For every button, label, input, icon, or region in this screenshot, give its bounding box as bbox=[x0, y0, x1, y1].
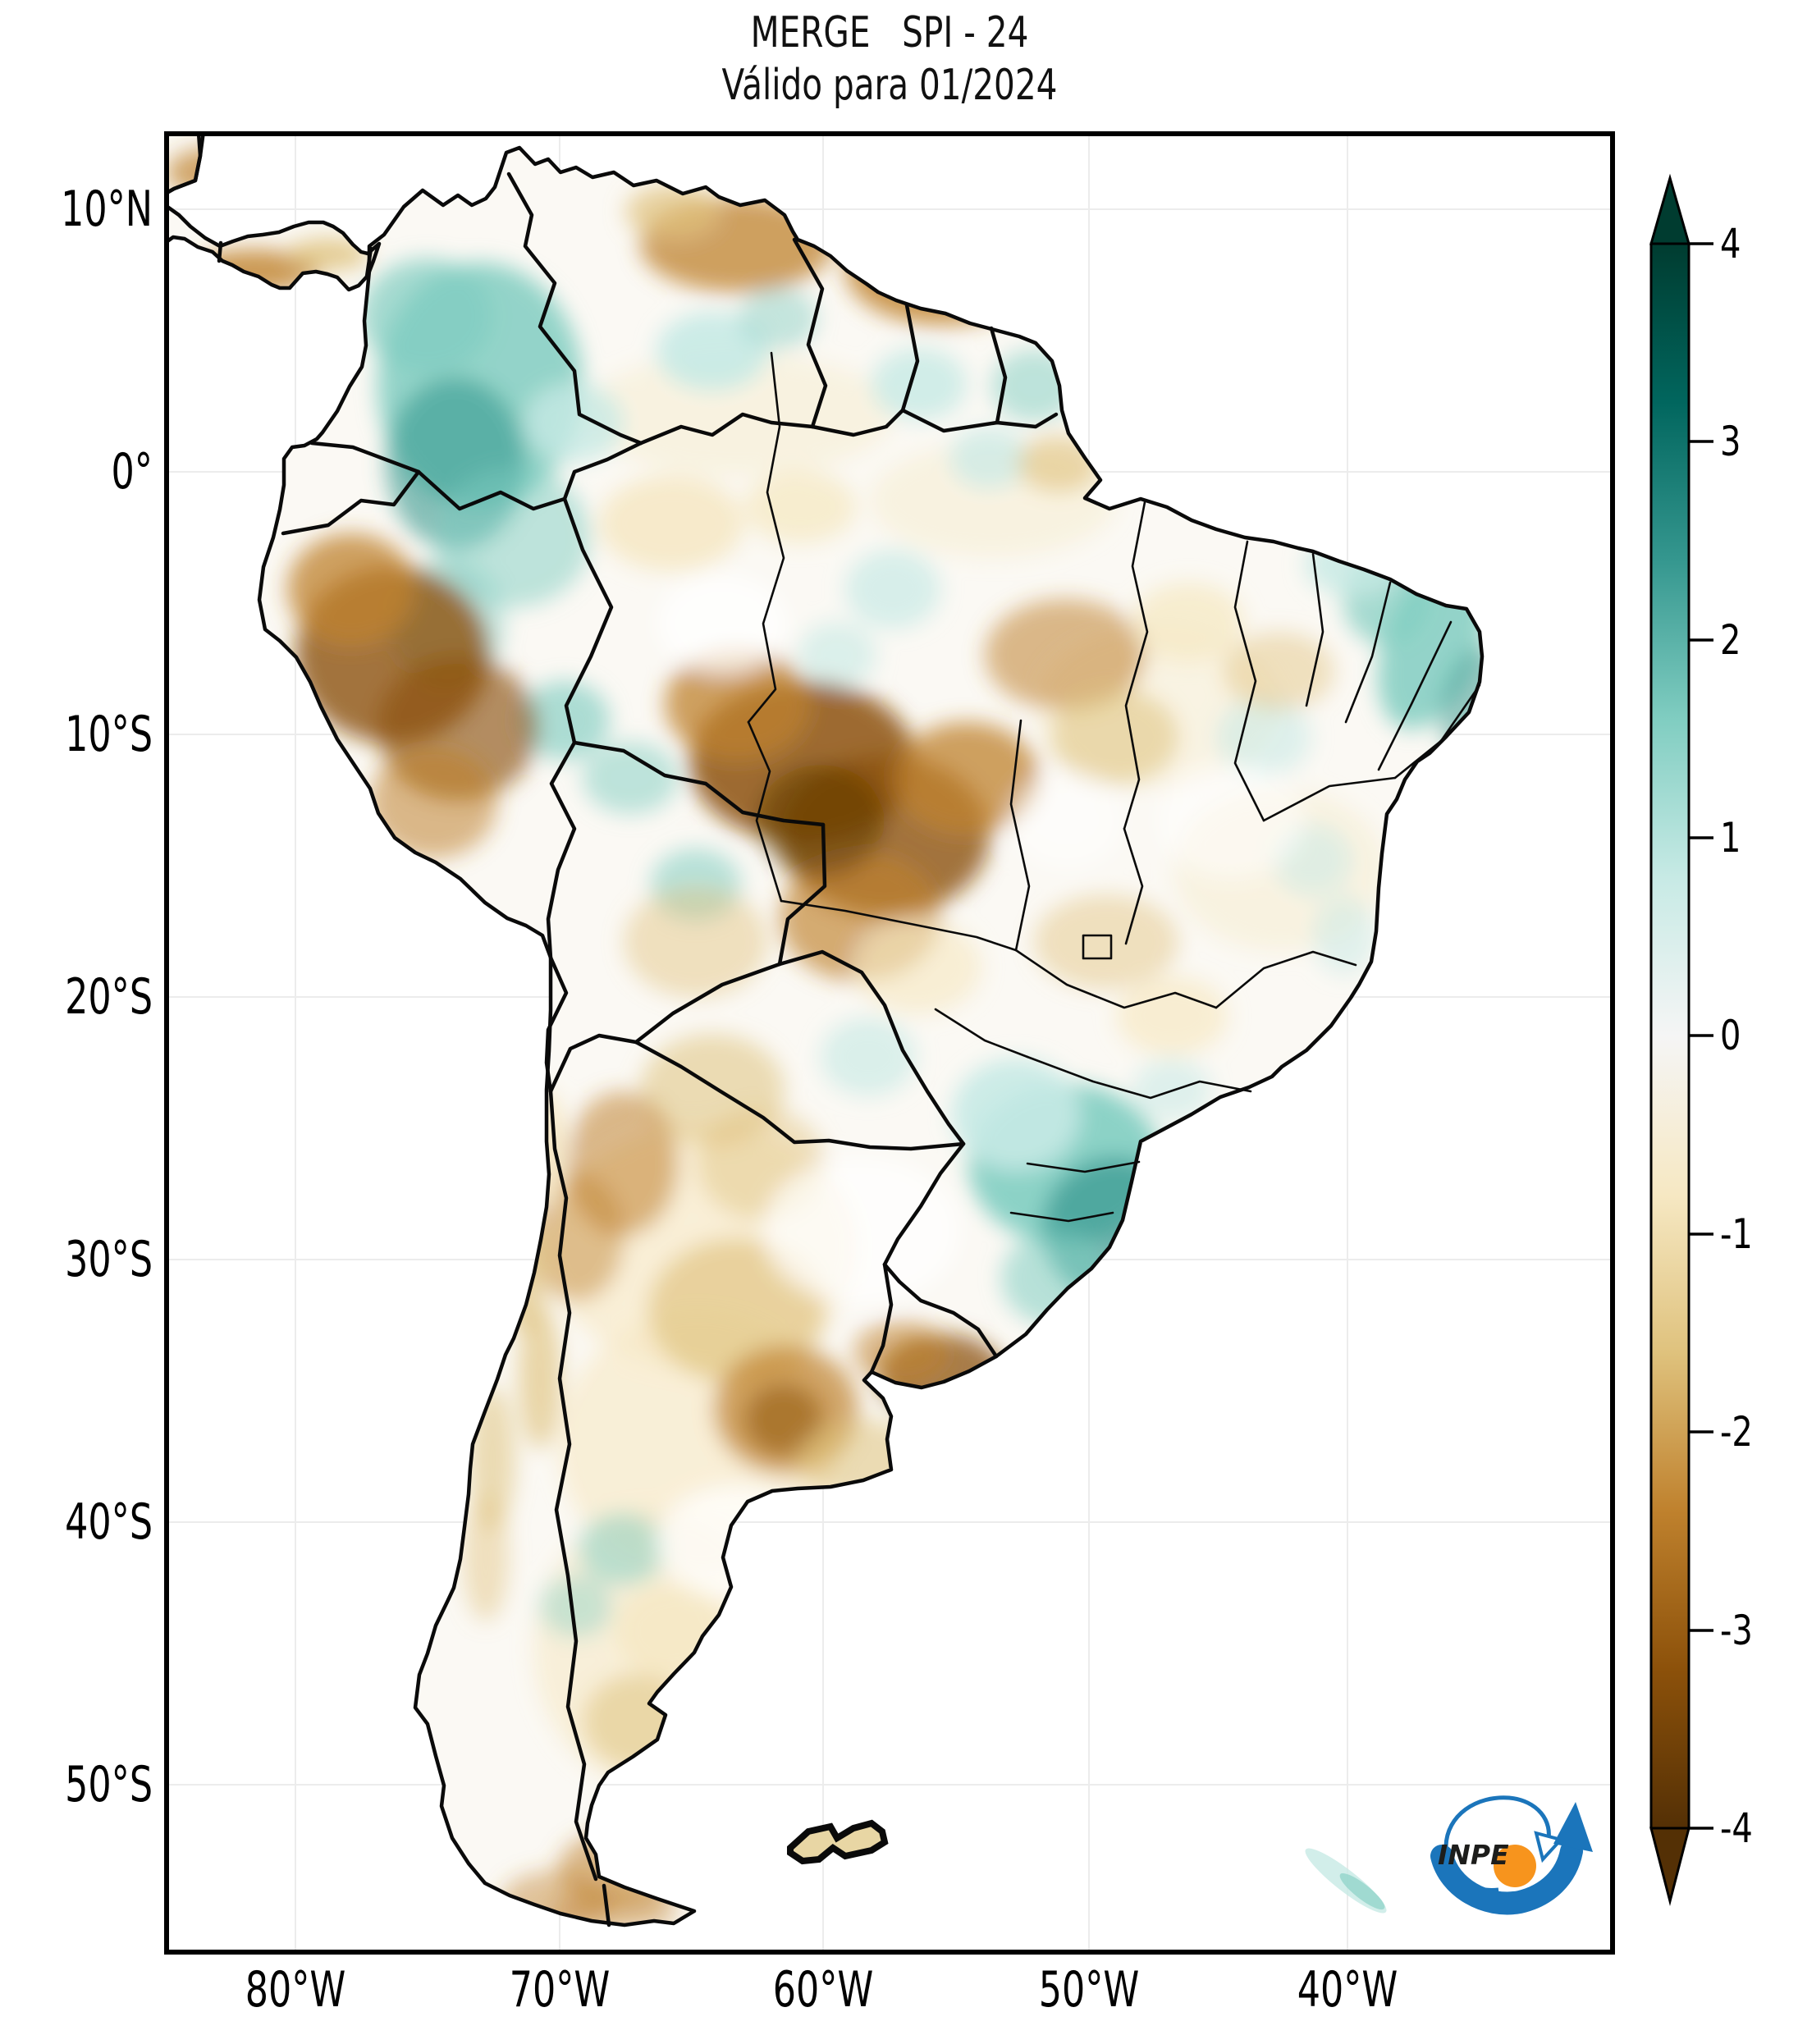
inpe-logo: INPE bbox=[1430, 1795, 1593, 1915]
colorbar-extend-min-arrow bbox=[1649, 1827, 1690, 1906]
colorbar-tick-label-1: 1 bbox=[1720, 814, 1741, 862]
lat-tick-label-40s: 40°S bbox=[65, 1493, 153, 1551]
spi-dry-blob bbox=[463, 1493, 509, 1621]
inpe-logo-up-arrowhead bbox=[1553, 1802, 1593, 1852]
inpe-logo-down-arrowhead bbox=[1534, 1831, 1564, 1863]
colorbar-ticks bbox=[1689, 242, 1713, 1830]
coastlines bbox=[164, 131, 1485, 1927]
figure-title: MERGE SPI - 24 Válido para 01/2024 bbox=[323, 7, 1455, 112]
spi-wet-blob bbox=[1001, 1231, 1113, 1326]
lat-tick-label-50s: 50°S bbox=[65, 1756, 153, 1813]
colorbar-extend-max-arrow bbox=[1649, 173, 1690, 245]
spi-dry-blob bbox=[166, 145, 294, 199]
spi-wet-blob bbox=[949, 427, 1028, 489]
axes-frame bbox=[164, 131, 1615, 1955]
spi-dry-blob bbox=[853, 919, 981, 1014]
title-line-1: MERGE SPI - 24 bbox=[750, 8, 1029, 57]
ocean-wet-streak bbox=[1339, 1873, 1385, 1910]
spi-wet-blob bbox=[1216, 697, 1311, 776]
colorbar-tick-label-4: 4 bbox=[1720, 220, 1741, 268]
spi-dry-blob bbox=[599, 476, 743, 571]
inpe-logo-text: INPE bbox=[1438, 1839, 1509, 1871]
lat-tick-label-10n: 10°N bbox=[61, 181, 153, 238]
lon-tick-label-60w: 60°W bbox=[772, 1961, 874, 2019]
spi-wet-blob bbox=[821, 1017, 916, 1096]
lon-tick-label-80w: 80°W bbox=[245, 1961, 346, 2019]
spi-wet-blob bbox=[1313, 896, 1375, 975]
spi-dry-blob bbox=[1132, 583, 1244, 661]
spi-wet-blob bbox=[579, 1513, 666, 1585]
spi-dry-blob bbox=[369, 747, 497, 858]
spi-dry-blob bbox=[624, 886, 768, 998]
spi-dry-blob bbox=[583, 353, 894, 476]
colorbar-tick-label-m1: -1 bbox=[1720, 1210, 1753, 1258]
colorbar-tick-label-m4: -4 bbox=[1720, 1804, 1753, 1852]
state-borders bbox=[747, 351, 1481, 1223]
spi-dry-blob bbox=[845, 213, 1039, 325]
spi-wet-blob bbox=[952, 1059, 1080, 1170]
spi-wet-blob bbox=[583, 742, 678, 814]
spi-dry-blob bbox=[894, 722, 1039, 834]
title-line-2: Válido para 01/2024 bbox=[721, 61, 1058, 110]
colorbar-tick-label-0: 0 bbox=[1720, 1012, 1741, 1059]
spi-neutral-blob bbox=[1009, 771, 1124, 870]
spi-wet-blob bbox=[525, 383, 624, 462]
lon-tick-label-40w: 40°W bbox=[1297, 1961, 1398, 2019]
spi-neutral-blob bbox=[763, 1157, 960, 1305]
spi-dry-blob bbox=[528, 1173, 624, 1301]
colorbar-tick-label-m2: -2 bbox=[1720, 1408, 1753, 1456]
spi-neutral-blob bbox=[657, 574, 788, 673]
country-borders bbox=[164, 131, 1059, 1927]
spi-dry-blob bbox=[970, 207, 1082, 286]
colorbar-gradient-bar bbox=[1649, 242, 1690, 1830]
lon-tick-label-50w: 50°W bbox=[1038, 1961, 1140, 2019]
spi-neutral-blob bbox=[1157, 763, 1305, 878]
spi-dry-blob bbox=[287, 533, 415, 645]
spi-dry-blob bbox=[1034, 894, 1178, 990]
colorbar-tick-label-2: 2 bbox=[1720, 616, 1741, 664]
inpe-logo-orange-ball bbox=[1494, 1845, 1536, 1887]
spi-dry-blob bbox=[1050, 689, 1178, 784]
spi-wet-blob bbox=[657, 312, 768, 391]
spi-neutral-blob bbox=[657, 1485, 821, 1600]
spi-dry-blob bbox=[744, 471, 856, 543]
lon-tick-label-70w: 70°W bbox=[509, 1961, 611, 2019]
spi-wet-blob bbox=[519, 681, 610, 760]
spi-dry-blob bbox=[625, 185, 721, 239]
inpe-logo-swoosh bbox=[1430, 1840, 1583, 1915]
spi-wet-blob bbox=[845, 550, 940, 629]
colorbar-svg bbox=[1649, 173, 1713, 1906]
spi-dry-blob bbox=[757, 765, 885, 876]
map-svg: INPE bbox=[164, 131, 1615, 1955]
spi-dry-blob bbox=[519, 1305, 561, 1449]
spi-dry-blob bbox=[607, 1772, 735, 1868]
spi-wet-blob bbox=[872, 348, 967, 420]
spi-wet-blob bbox=[540, 1575, 612, 1638]
spi-wet-blob bbox=[1343, 550, 1428, 645]
spi-dry-blob bbox=[615, 1584, 727, 1679]
lat-tick-label-0: 0° bbox=[111, 443, 153, 501]
spi-dry-blob bbox=[287, 238, 369, 271]
colorbar-tick-label-3: 3 bbox=[1720, 418, 1741, 465]
spi-wet-blob bbox=[798, 622, 876, 688]
colorbar-tick-label-m3: -3 bbox=[1720, 1607, 1753, 1654]
spi-dry-blob bbox=[550, 1891, 678, 1925]
lat-tick-label-20s: 20°S bbox=[65, 968, 153, 1026]
falkland-islands bbox=[787, 1819, 889, 1865]
spi-dry-blob bbox=[1116, 976, 1228, 1055]
spi-dry-blob bbox=[853, 1321, 949, 1383]
spi-dry-blob bbox=[985, 599, 1146, 711]
lat-tick-label-10s: 10°S bbox=[65, 706, 153, 763]
spi-wet-blob bbox=[739, 287, 817, 350]
spi-dry-blob bbox=[744, 1383, 823, 1456]
lat-tick-label-30s: 30°S bbox=[65, 1231, 153, 1288]
spi-dry-blob bbox=[1223, 632, 1334, 711]
